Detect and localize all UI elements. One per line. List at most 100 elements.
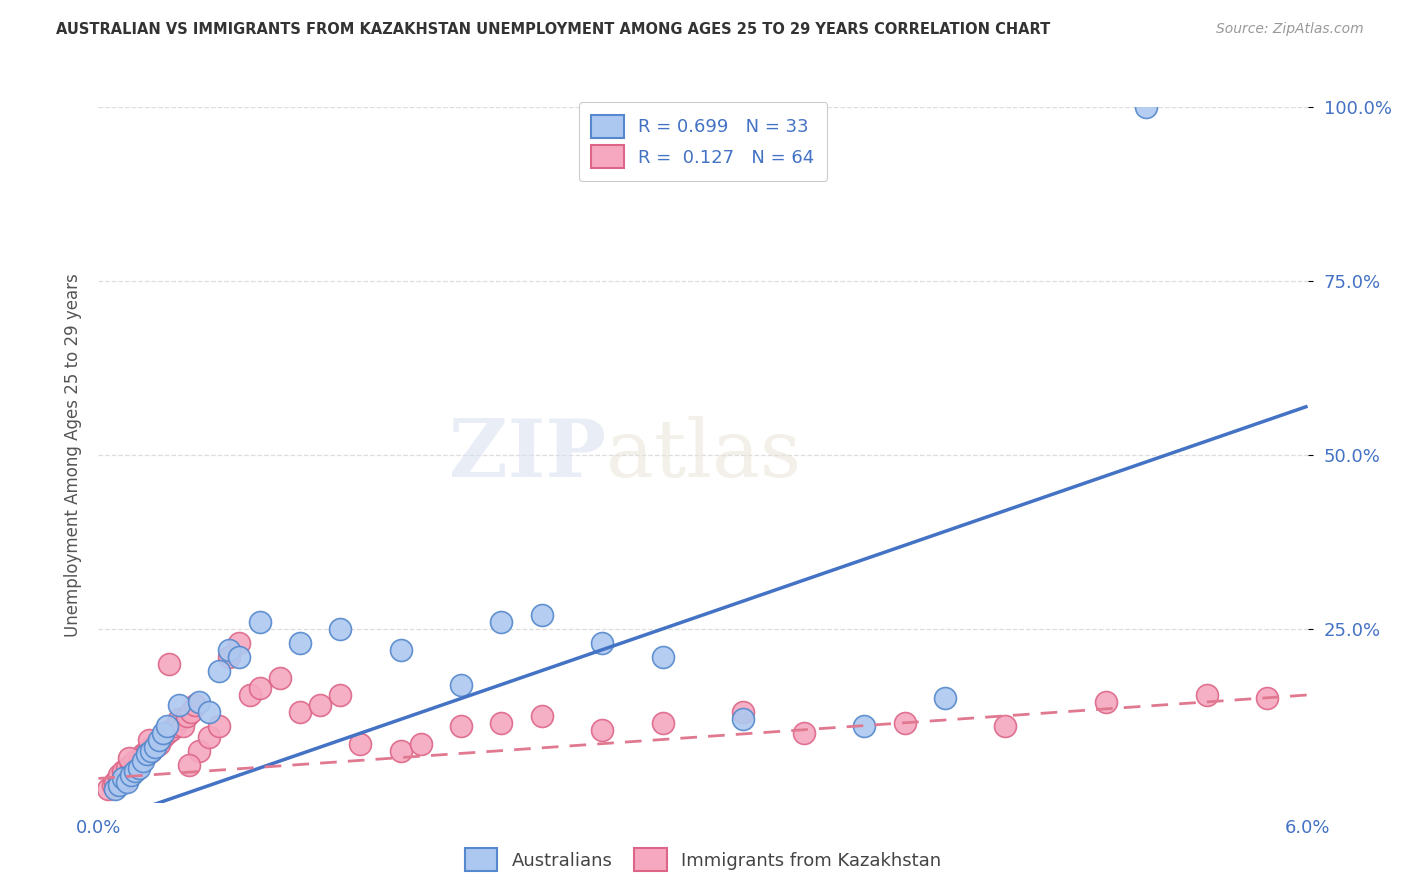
- Point: [143, 740, 166, 755]
- Point: [167, 712, 190, 726]
- Point: [188, 744, 211, 758]
- Point: [1095, 695, 1118, 709]
- Point: [218, 649, 240, 664]
- Point: [152, 726, 174, 740]
- Point: [172, 719, 194, 733]
- Point: [934, 691, 956, 706]
- Point: [491, 715, 513, 730]
- Point: [853, 719, 876, 733]
- Point: [167, 698, 190, 713]
- Point: [115, 768, 138, 782]
- Point: [288, 706, 311, 720]
- Point: [132, 750, 155, 764]
- Point: [733, 706, 755, 720]
- Point: [530, 708, 553, 723]
- Point: [124, 754, 146, 768]
- Point: [176, 708, 198, 723]
- Point: [184, 698, 207, 713]
- Point: [111, 775, 134, 789]
- Point: [651, 649, 673, 664]
- Point: [249, 615, 271, 629]
- Point: [591, 636, 613, 650]
- Point: [107, 768, 129, 782]
- Point: [793, 726, 815, 740]
- Point: [1195, 688, 1218, 702]
- Point: [139, 744, 162, 758]
- Point: [156, 726, 179, 740]
- Point: [103, 781, 125, 796]
- Point: [135, 744, 157, 758]
- Point: [115, 761, 138, 775]
- Point: [179, 757, 201, 772]
- Point: [139, 744, 162, 758]
- Point: [103, 775, 125, 789]
- Point: [450, 719, 472, 733]
- Point: [409, 737, 432, 751]
- Point: [1135, 100, 1157, 114]
- Point: [329, 622, 352, 636]
- Text: Source: ZipAtlas.com: Source: ZipAtlas.com: [1216, 22, 1364, 37]
- Point: [1256, 691, 1278, 706]
- Point: [97, 781, 120, 796]
- Point: [288, 636, 311, 650]
- Point: [101, 778, 124, 792]
- Point: [180, 706, 202, 720]
- Point: [530, 607, 553, 622]
- Point: [139, 740, 162, 755]
- Point: [163, 719, 186, 733]
- Point: [120, 764, 142, 779]
- Point: [118, 750, 141, 764]
- Text: atlas: atlas: [606, 416, 801, 494]
- Point: [148, 733, 170, 747]
- Point: [309, 698, 332, 713]
- Point: [198, 706, 221, 720]
- Legend: Australians, Immigrants from Kazakhstan: Australians, Immigrants from Kazakhstan: [457, 841, 949, 879]
- Point: [228, 649, 250, 664]
- Point: [329, 688, 352, 702]
- Point: [128, 757, 150, 772]
- Point: [389, 744, 412, 758]
- Point: [269, 671, 291, 685]
- Y-axis label: Unemployment Among Ages 25 to 29 years: Unemployment Among Ages 25 to 29 years: [63, 273, 82, 637]
- Point: [124, 761, 146, 775]
- Point: [152, 730, 174, 744]
- Point: [591, 723, 613, 737]
- Point: [249, 681, 271, 695]
- Point: [156, 719, 179, 733]
- Point: [218, 642, 240, 657]
- Point: [651, 715, 673, 730]
- Point: [450, 677, 472, 691]
- Point: [132, 747, 155, 761]
- Point: [138, 733, 160, 747]
- Point: [188, 695, 211, 709]
- Point: [160, 723, 183, 737]
- Text: AUSTRALIAN VS IMMIGRANTS FROM KAZAKHSTAN UNEMPLOYMENT AMONG AGES 25 TO 29 YEARS : AUSTRALIAN VS IMMIGRANTS FROM KAZAKHSTAN…: [56, 22, 1050, 37]
- Point: [198, 730, 221, 744]
- Point: [128, 761, 150, 775]
- Legend: R = 0.699   N = 33, R =  0.127   N = 64: R = 0.699 N = 33, R = 0.127 N = 64: [579, 103, 827, 181]
- Point: [115, 775, 138, 789]
- Point: [228, 636, 250, 650]
- Point: [733, 712, 755, 726]
- Point: [893, 715, 915, 730]
- Point: [389, 642, 412, 657]
- Point: [120, 757, 142, 772]
- Point: [349, 737, 371, 751]
- Text: ZIP: ZIP: [450, 416, 606, 494]
- Point: [143, 737, 166, 751]
- Point: [239, 688, 262, 702]
- Point: [135, 747, 157, 761]
- Point: [491, 615, 513, 629]
- Point: [148, 737, 170, 751]
- Point: [107, 778, 129, 792]
- Point: [148, 733, 170, 747]
- Point: [124, 764, 146, 779]
- Point: [120, 768, 142, 782]
- Point: [128, 754, 150, 768]
- Point: [157, 657, 180, 671]
- Point: [111, 772, 134, 786]
- Point: [132, 754, 155, 768]
- Point: [107, 772, 129, 786]
- Point: [208, 664, 231, 678]
- Point: [135, 747, 157, 761]
